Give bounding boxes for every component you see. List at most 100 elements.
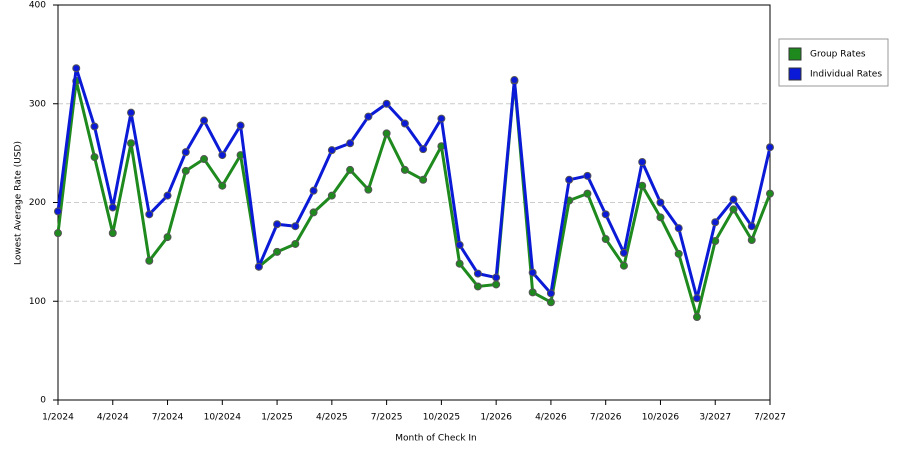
data-point bbox=[546, 298, 555, 307]
data-point bbox=[218, 181, 227, 190]
data-point bbox=[181, 148, 190, 157]
x-tick-label: 1/2024 bbox=[42, 413, 74, 423]
data-point bbox=[54, 207, 62, 216]
x-tick-label: 1/2025 bbox=[261, 413, 293, 423]
data-point bbox=[145, 210, 154, 219]
data-point bbox=[747, 236, 756, 245]
data-point bbox=[692, 294, 701, 303]
data-point bbox=[674, 224, 683, 233]
x-tick-label: 7/2024 bbox=[152, 413, 184, 423]
data-point bbox=[437, 114, 446, 123]
data-point bbox=[127, 139, 136, 148]
data-point bbox=[528, 288, 537, 297]
data-point bbox=[200, 155, 209, 164]
data-point bbox=[583, 189, 592, 198]
x-tick-label: 4/2026 bbox=[535, 413, 567, 423]
data-point bbox=[473, 282, 482, 291]
x-tick-label: 4/2024 bbox=[97, 413, 129, 423]
data-point bbox=[200, 116, 209, 125]
data-point bbox=[638, 181, 647, 190]
data-point bbox=[528, 268, 537, 277]
data-point bbox=[163, 191, 172, 200]
data-point bbox=[419, 145, 428, 154]
data-point bbox=[492, 280, 501, 289]
data-point bbox=[510, 76, 519, 85]
x-tick-label: 7/2026 bbox=[590, 413, 622, 423]
data-point bbox=[455, 259, 464, 268]
x-tick-label: 7/2027 bbox=[754, 413, 786, 423]
data-point bbox=[766, 189, 774, 198]
data-point bbox=[546, 289, 555, 298]
data-point bbox=[364, 185, 373, 194]
data-point bbox=[601, 210, 610, 219]
x-tick-label: 10/2026 bbox=[642, 413, 680, 423]
y-tick-label: 300 bbox=[29, 99, 46, 109]
legend-label: Individual Rates bbox=[810, 70, 882, 80]
data-point bbox=[419, 175, 428, 184]
data-point bbox=[692, 313, 701, 322]
data-point bbox=[400, 165, 409, 174]
data-point bbox=[54, 229, 62, 238]
x-tick-label: 1/2026 bbox=[480, 413, 512, 423]
x-axis-title: Month of Check In bbox=[395, 434, 477, 444]
data-point bbox=[163, 233, 172, 242]
data-point bbox=[583, 171, 592, 180]
y-axis-title: Lowest Average Rate (USD) bbox=[14, 141, 24, 265]
data-point bbox=[327, 191, 336, 200]
data-point bbox=[218, 151, 227, 160]
data-point bbox=[656, 198, 665, 207]
data-point bbox=[674, 249, 683, 258]
data-point bbox=[72, 64, 81, 73]
x-tick-label: 4/2025 bbox=[316, 413, 348, 423]
data-point bbox=[346, 139, 355, 148]
legend-label: Group Rates bbox=[810, 50, 866, 60]
x-tick-label: 10/2025 bbox=[423, 413, 460, 423]
y-tick-label: 100 bbox=[29, 297, 46, 307]
y-tick-label: 200 bbox=[29, 198, 46, 208]
y-tick-label: 0 bbox=[40, 396, 46, 406]
x-tick-label: 7/2025 bbox=[371, 413, 403, 423]
series-line bbox=[56, 79, 772, 319]
data-point bbox=[747, 222, 756, 231]
data-point bbox=[492, 273, 501, 282]
data-point bbox=[291, 239, 300, 248]
legend-swatch bbox=[788, 47, 802, 61]
data-point bbox=[309, 186, 318, 195]
y-tick-label: 400 bbox=[29, 1, 46, 11]
data-point bbox=[382, 99, 391, 108]
series-line bbox=[56, 66, 772, 300]
data-point bbox=[291, 222, 300, 231]
data-point bbox=[254, 262, 263, 271]
data-point bbox=[236, 121, 245, 130]
data-point bbox=[364, 112, 373, 121]
data-point bbox=[619, 248, 628, 257]
x-tick-label: 10/2024 bbox=[204, 413, 242, 423]
data-point bbox=[729, 205, 738, 214]
data-point bbox=[766, 143, 774, 152]
data-point bbox=[729, 195, 738, 204]
data-point bbox=[108, 229, 117, 238]
data-point bbox=[327, 146, 336, 155]
data-point bbox=[619, 261, 628, 270]
data-point bbox=[473, 269, 482, 278]
data-point bbox=[711, 218, 720, 227]
data-point bbox=[656, 213, 665, 222]
data-point bbox=[601, 235, 610, 244]
data-point bbox=[273, 247, 282, 256]
data-point bbox=[273, 220, 282, 229]
data-point bbox=[455, 240, 464, 249]
data-point bbox=[382, 129, 391, 138]
data-point bbox=[127, 108, 136, 117]
data-point bbox=[565, 175, 574, 184]
data-point bbox=[400, 119, 409, 128]
data-point bbox=[90, 153, 99, 162]
data-point bbox=[309, 208, 318, 217]
data-point bbox=[145, 256, 154, 265]
data-point bbox=[108, 203, 117, 212]
data-point bbox=[90, 122, 99, 131]
x-tick-label: 3/2027 bbox=[699, 413, 731, 423]
data-point bbox=[638, 158, 647, 167]
data-point bbox=[346, 165, 355, 174]
data-point bbox=[181, 166, 190, 175]
